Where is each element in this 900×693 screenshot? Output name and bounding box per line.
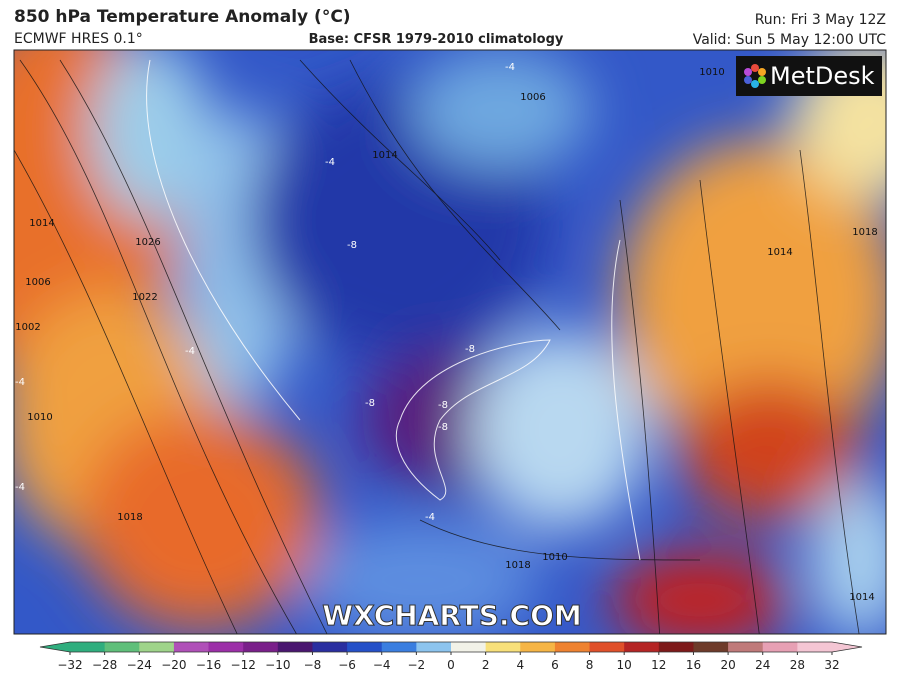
map-frame [13,49,887,635]
colorbar-tick-label: −2 [408,658,426,672]
map-labels: 1014 1026 1022 1006 1002 1010 1018 1014 1006 1010… [15,62,878,603]
colorbar-segment [381,642,417,652]
colorbar-tick-label: −16 [196,658,221,672]
colorbar-segment [416,642,452,652]
colorbar-tick-label: −6 [338,658,356,672]
contour-label: 1010 [542,552,567,563]
colorbar-tick-label: −32 [57,658,82,672]
colorbar-arrow-right [832,642,862,652]
colorbar-tick-label: 0 [447,658,455,672]
colorbar-tick-label: 6 [551,658,559,672]
title: 850 hPa Temperature Anomaly (°C) [14,7,351,27]
colorbar-tick-label: 10 [617,658,632,672]
colorbar-segment [208,642,244,652]
contour-label: -8 [365,398,375,409]
contour-label: 1010 [699,67,724,78]
colorbar-segment [589,642,625,652]
contour-label: -4 [505,62,515,73]
colorbar-segment [554,642,591,652]
watermark: WXCHARTS.COM [322,599,582,632]
colorbar-segment [243,642,279,652]
contour-label: -4 [15,482,25,493]
colorbar-tick-label: −24 [127,658,152,672]
contour-label: 1018 [852,227,877,238]
contour-label: 1018 [505,560,530,571]
logo-icon [744,64,766,88]
contour-label: -4 [15,377,25,388]
contour-label: 1014 [767,247,792,258]
contour-label: 1026 [135,237,160,248]
colorbar-segment [485,642,521,652]
colorbar-segment [173,642,210,652]
contour-label: 1014 [372,150,397,161]
colorbar-tick-label: 2 [482,658,490,672]
colorbar-tick-label: 4 [516,658,524,672]
contour-label: -8 [438,400,448,411]
base: Base: CFSR 1979-2010 climatology [309,32,564,47]
valid: Valid: Sun 5 May 12:00 UTC [693,32,887,48]
colorbar-tick-label: 32 [824,658,839,672]
colorbar-tick-label: −4 [373,658,391,672]
colorbar-segment [728,642,764,652]
map [14,50,886,634]
model: ECMWF HRES 0.1° [14,31,143,47]
colorbar-segment [104,642,140,652]
colorbar-tick-label: −10 [265,658,290,672]
colorbar-tick-label: 24 [755,658,770,672]
logo-box [736,56,882,96]
colorbar-tick-label: −28 [92,658,117,672]
colorbar-segment [658,642,694,652]
colorbar-segment [520,642,556,652]
colorbar-segment [451,642,487,652]
colorbar-segment [624,642,660,652]
contour-label: -8 [438,422,448,433]
colorbar-tick-label: 28 [790,658,805,672]
contour-label: 1022 [132,292,157,303]
run: Run: Fri 3 May 12Z [755,12,886,28]
colorbar-tick-label: −20 [161,658,186,672]
colorbar-tick-label: 8 [586,658,594,672]
colorbar-segment [139,642,175,652]
contour-label: 1006 [520,92,545,103]
colorbar-tick-label: 16 [686,658,701,672]
contour-label: 1002 [15,322,40,333]
colorbar-segment [693,642,729,652]
colorbar-segment [347,642,383,652]
colorbar-segment [70,642,106,652]
logo-text: MetDesk [770,62,875,90]
colorbar: −32 −28 −24 −20 −16 −12 −10 −8 −6 −4 −2 0 2 4 6 8 10 12 16… [39,641,863,672]
colorbar-segment [312,642,348,652]
contour-label: -4 [425,512,435,523]
contour-label: 1010 [27,412,52,423]
contour-label: -4 [325,157,335,168]
contour-label: -8 [347,240,357,251]
contour-label: 1014 [849,592,874,603]
contour-label: 1014 [29,218,54,229]
colorbar-tick-label: 20 [720,658,735,672]
colorbar-segment [797,642,833,652]
colorbar-segment [762,642,798,652]
colorbar-tick-label: −12 [231,658,256,672]
colorbar-arrow-left [40,642,70,652]
colorbar-tick-label: 12 [651,658,666,672]
colorbar-tick-label: −8 [304,658,322,672]
colorbar-segment [277,642,313,652]
contour-label: -4 [185,346,195,357]
contour-label: -8 [465,344,475,355]
contour-label: 1006 [25,277,50,288]
contour-label: 1018 [117,512,142,523]
